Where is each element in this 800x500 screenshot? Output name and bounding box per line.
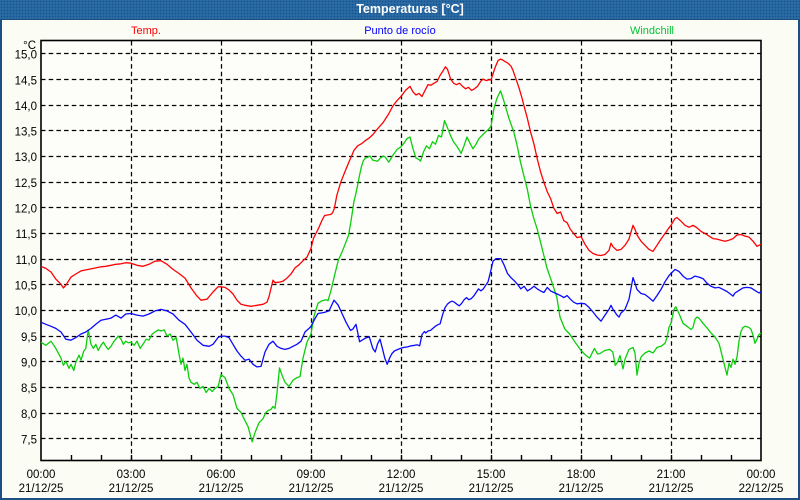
- svg-text:21/12/25: 21/12/25: [559, 483, 604, 495]
- svg-text:11,5: 11,5: [15, 229, 37, 241]
- svg-text:13,5: 13,5: [15, 127, 37, 139]
- svg-text:21/12/25: 21/12/25: [109, 483, 154, 495]
- svg-text:8,5: 8,5: [21, 383, 37, 395]
- svg-text:00:00: 00:00: [27, 469, 56, 481]
- svg-text:15,0: 15,0: [15, 50, 37, 62]
- svg-text:°C: °C: [23, 40, 36, 52]
- svg-text:9,5: 9,5: [21, 332, 37, 344]
- svg-text:21/12/25: 21/12/25: [289, 483, 334, 495]
- svg-text:22/12/25: 22/12/25: [739, 483, 784, 495]
- svg-text:14,0: 14,0: [15, 101, 37, 113]
- svg-text:12:00: 12:00: [387, 469, 416, 481]
- svg-text:13,0: 13,0: [15, 152, 37, 164]
- svg-text:12,5: 12,5: [15, 178, 37, 190]
- svg-text:21/12/25: 21/12/25: [649, 483, 694, 495]
- svg-text:7,5: 7,5: [21, 434, 37, 446]
- svg-text:06:00: 06:00: [207, 469, 236, 481]
- svg-text:03:00: 03:00: [117, 469, 146, 481]
- svg-text:18:00: 18:00: [567, 469, 596, 481]
- svg-text:00:00: 00:00: [747, 469, 776, 481]
- svg-text:21:00: 21:00: [657, 469, 686, 481]
- svg-text:10,0: 10,0: [15, 306, 37, 318]
- svg-text:09:00: 09:00: [297, 469, 326, 481]
- svg-text:21/12/25: 21/12/25: [379, 483, 424, 495]
- svg-text:21/12/25: 21/12/25: [469, 483, 514, 495]
- svg-text:9,0: 9,0: [21, 357, 37, 369]
- svg-text:21/12/25: 21/12/25: [19, 483, 64, 495]
- svg-text:8,0: 8,0: [21, 409, 37, 421]
- svg-text:15:00: 15:00: [477, 469, 506, 481]
- svg-text:10,5: 10,5: [15, 281, 37, 293]
- svg-text:14,5: 14,5: [15, 75, 37, 87]
- svg-text:11,0: 11,0: [15, 255, 37, 267]
- svg-text:21/12/25: 21/12/25: [199, 483, 244, 495]
- svg-text:12,0: 12,0: [15, 204, 37, 216]
